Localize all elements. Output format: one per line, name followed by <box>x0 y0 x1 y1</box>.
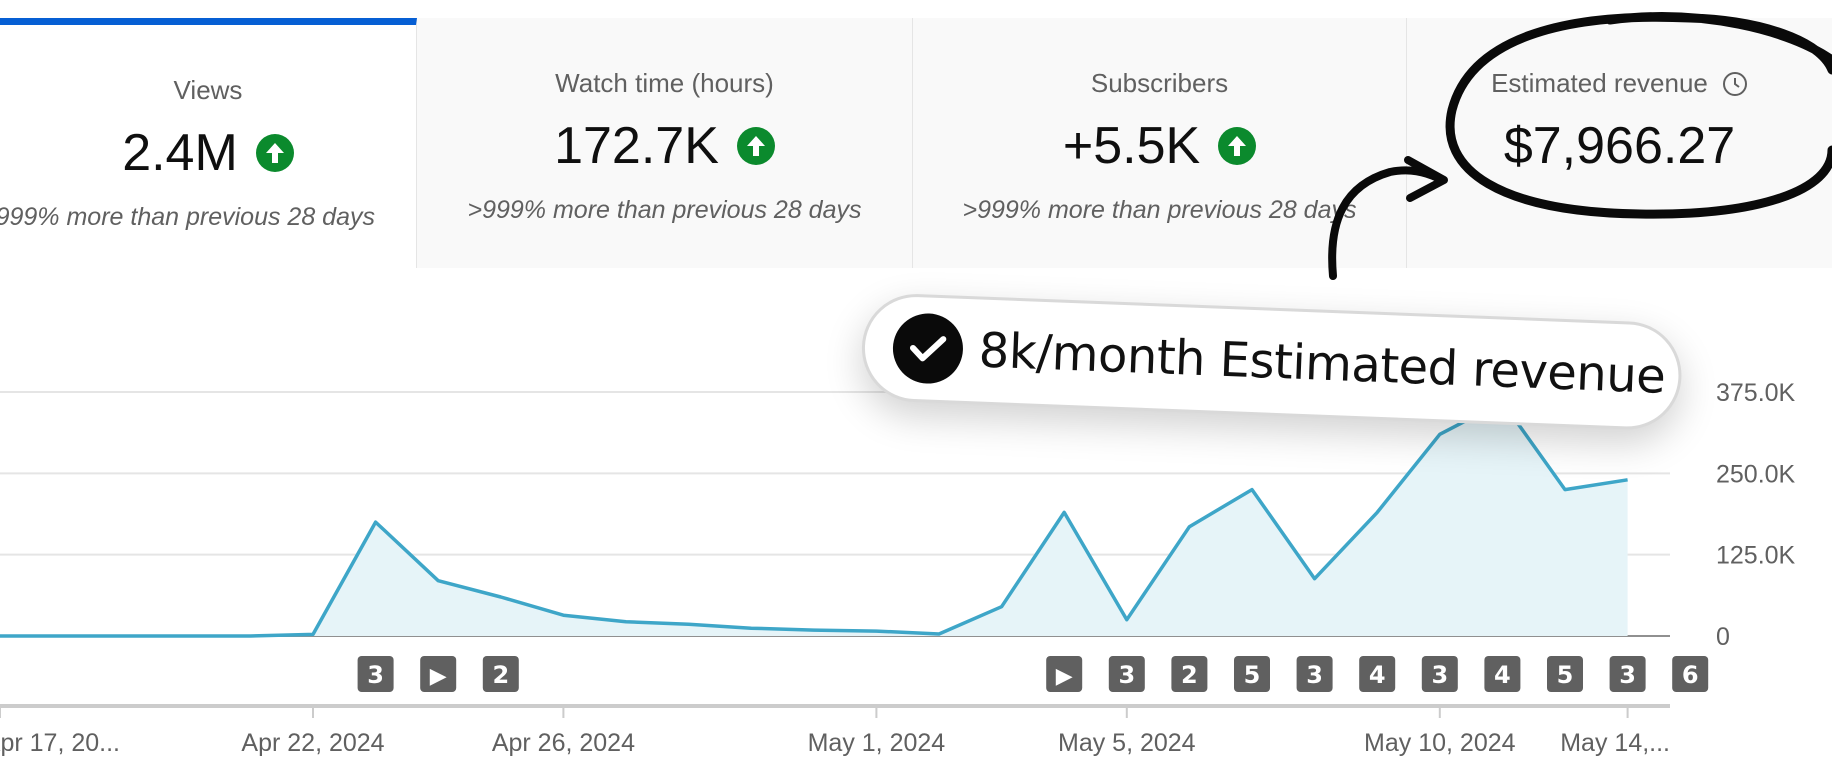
video-marker: 2 <box>482 656 519 692</box>
video-marker: 3 <box>1108 656 1145 692</box>
marker-label: 6 <box>1682 661 1699 689</box>
tab-label: Subscribers <box>1090 68 1229 98</box>
x-tick-label: Apr 17, 20... <box>0 729 120 757</box>
x-tick-label: May 10, 2024 <box>1364 729 1516 757</box>
y-tick-label: 375.0K <box>1716 379 1796 407</box>
marker-badge[interactable] <box>1421 656 1458 692</box>
line-chart: 375.0K 250.0K 125.0K 0 3 ▶ 2 ▶ 3 2 5 3 4 3 4 5 3 6 Apr 17,… <box>0 379 1796 757</box>
video-marker: 3 <box>1609 656 1646 692</box>
metric-value: +5.5K <box>1062 117 1201 175</box>
marker-badge[interactable] <box>1234 656 1270 692</box>
x-tick-label: Apr 22, 2024 <box>241 729 384 757</box>
views-chart: 375.0K 250.0K 125.0K 0 3 ▶ 2 ▶ 3 2 5 3 4 3 4 5 3 6 Apr 17,… <box>0 270 1832 781</box>
marker-label: 2 <box>1181 661 1198 689</box>
clock-icon <box>1722 71 1747 96</box>
video-marker: 4 <box>1484 656 1521 692</box>
video-marker: ▶ <box>1046 656 1083 692</box>
marker-label: 3 <box>1619 661 1636 689</box>
video-marker: 5 <box>1547 656 1583 692</box>
marker-label: 4 <box>1369 661 1386 689</box>
callout-text: 8k/month Estimated revenue <box>977 322 1667 405</box>
marker-badge[interactable] <box>1672 656 1709 692</box>
marker-badge[interactable] <box>1108 656 1145 692</box>
x-tick-label: May 14,... <box>1560 729 1670 757</box>
video-marker: 4 <box>1359 656 1396 692</box>
tab-views[interactable]: Views 2.4M >999% more than previous 28 d… <box>0 18 417 268</box>
comparison-text: >999% more than previous 28 days <box>962 196 1357 224</box>
marker-label: 3 <box>1431 661 1448 689</box>
x-tick-label: Apr 26, 2024 <box>492 729 635 757</box>
metric-value: 172.7K <box>554 117 719 175</box>
marker-badge[interactable] <box>1547 656 1583 692</box>
metric-tabs: Views 2.4M >999% more than previous 28 d… <box>0 18 1832 268</box>
tab-value: +5.5K <box>913 116 1406 176</box>
marker-badge[interactable] <box>1296 656 1333 692</box>
tab-label: Watch time (hours) <box>555 68 774 98</box>
x-tick-label: May 1, 2024 <box>808 729 946 757</box>
tab-value: 172.7K <box>417 116 912 176</box>
video-marker: 5 <box>1234 656 1270 692</box>
marker-label: 3 <box>1306 661 1323 689</box>
video-marker: 3 <box>1296 656 1333 692</box>
checkmark-icon <box>891 312 965 385</box>
marker-badge[interactable] <box>1046 656 1083 692</box>
tab-label: Estimated revenue <box>1407 68 1832 99</box>
marker-label: 3 <box>1118 661 1135 689</box>
marker-badge[interactable] <box>1359 656 1396 692</box>
trend-up-icon <box>736 127 775 165</box>
marker-badge[interactable] <box>482 656 519 692</box>
comparison-text: >999% more than previous 28 days <box>467 196 862 224</box>
tab-value: 2.4M <box>0 123 416 183</box>
video-marker: 3 <box>1421 656 1458 692</box>
y-tick-label: 250.0K <box>1716 460 1796 488</box>
metric-value: 2.4M <box>122 124 238 182</box>
tab-watch-time[interactable]: Watch time (hours) 172.7K >999% more tha… <box>417 18 913 268</box>
marker-badge[interactable] <box>1609 656 1646 692</box>
tab-value: $7,966.27 <box>1407 116 1832 176</box>
marker-label: 3 <box>367 661 384 689</box>
video-marker: ▶ <box>420 656 457 692</box>
y-tick-label: 125.0K <box>1716 542 1796 570</box>
y-tick-label: 0 <box>1716 623 1730 651</box>
video-marker: 3 <box>357 656 394 692</box>
metric-value: $7,966.27 <box>1503 117 1736 175</box>
comparison-text: >999% more than previous 28 days <box>0 203 375 231</box>
tab-label: Views <box>173 75 243 105</box>
revenue-callout: 8k/month Estimated revenue <box>859 292 1684 432</box>
marker-label: 5 <box>1557 661 1574 689</box>
series-line <box>0 400 1628 638</box>
marker-label: ▶ <box>1056 664 1073 689</box>
area-fill <box>0 401 1628 636</box>
tab-estimated-revenue[interactable]: Estimated revenue $7,966.27 <box>1407 18 1832 268</box>
marker-label: 5 <box>1244 661 1261 689</box>
marker-badge[interactable] <box>1171 656 1208 692</box>
trend-up-icon <box>1218 127 1257 165</box>
marker-badge[interactable] <box>420 656 457 692</box>
video-marker: 6 <box>1672 656 1709 692</box>
x-tick-label: May 5, 2024 <box>1058 729 1196 757</box>
marker-label: ▶ <box>430 664 447 689</box>
marker-badge[interactable] <box>1484 656 1521 692</box>
marker-label: 4 <box>1494 661 1511 689</box>
marker-badge[interactable] <box>357 656 394 692</box>
video-marker: 2 <box>1171 656 1208 692</box>
trend-up-icon <box>255 134 294 172</box>
tab-label-text: Estimated revenue <box>1491 68 1708 98</box>
marker-label: 2 <box>492 661 509 689</box>
tab-subscribers[interactable]: Subscribers +5.5K >999% more than previo… <box>913 18 1407 268</box>
